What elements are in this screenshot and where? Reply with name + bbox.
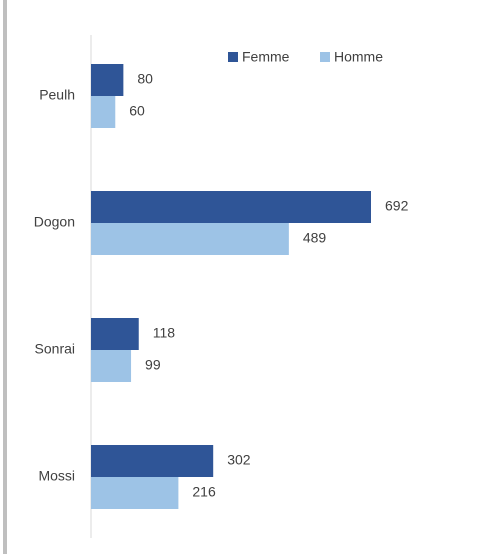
value-label: 118 bbox=[153, 325, 176, 341]
value-label: 216 bbox=[192, 484, 216, 500]
value-label: 302 bbox=[227, 452, 251, 468]
value-label: 489 bbox=[303, 230, 327, 246]
legend-swatch bbox=[320, 52, 330, 62]
value-label: 80 bbox=[137, 71, 153, 87]
bar bbox=[91, 64, 124, 96]
bar bbox=[91, 477, 179, 509]
bar bbox=[91, 318, 139, 350]
bar bbox=[91, 96, 116, 128]
bar bbox=[91, 191, 371, 223]
value-label: 60 bbox=[129, 103, 145, 119]
bar bbox=[91, 223, 289, 255]
legend-swatch bbox=[228, 52, 238, 62]
value-label: 692 bbox=[385, 198, 409, 214]
left-border bbox=[3, 0, 7, 554]
legend-label: Femme bbox=[242, 49, 290, 65]
category-label: Sonrai bbox=[35, 341, 75, 357]
bar bbox=[91, 350, 132, 382]
value-label: 99 bbox=[145, 357, 161, 373]
bar bbox=[91, 445, 214, 477]
category-label: Mossi bbox=[38, 468, 75, 484]
category-label: Dogon bbox=[34, 214, 75, 230]
legend-label: Homme bbox=[334, 49, 383, 65]
category-label: Peulh bbox=[39, 87, 75, 103]
